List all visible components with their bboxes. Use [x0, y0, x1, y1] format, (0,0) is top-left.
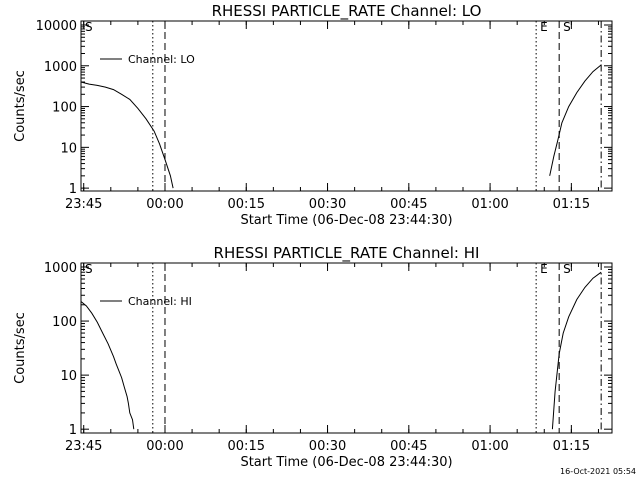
event-marker-label: S	[563, 20, 571, 34]
x-axis-label: Start Time (06-Dec-08 23:44:30)	[240, 213, 452, 228]
series-line	[80, 81, 174, 189]
event-marker-label: S	[563, 262, 571, 276]
series-line	[80, 301, 135, 430]
x-tick-label: 00:15	[228, 197, 265, 212]
y-tick-label: 1	[69, 423, 77, 438]
y-axis-label: Counts/sec	[13, 70, 28, 142]
x-tick-label: 00:30	[309, 197, 346, 212]
plot-frame	[80, 20, 613, 192]
y-tick-label: 10	[60, 369, 77, 384]
event-marker-label: S	[85, 262, 93, 276]
plot-frame	[80, 262, 613, 434]
y-tick-label: 1000	[44, 261, 77, 276]
x-tick-label: 00:45	[390, 439, 427, 454]
x-tick-label: 00:00	[146, 439, 183, 454]
y-tick-label: 1	[69, 182, 77, 197]
chart-title: RHESSI PARTICLE_RATE Channel: HI	[214, 244, 480, 263]
event-marker-label: E	[540, 20, 548, 34]
y-tick-label: 1000	[44, 60, 77, 75]
y-tick-label: 10000	[36, 19, 77, 34]
generated-timestamp: 16-Oct-2021 05:54	[560, 467, 636, 476]
y-tick-label: 10	[60, 141, 77, 156]
chart-panel-2: RHESSI PARTICLE_RATE Channel: HI 23:45 00:…	[13, 244, 613, 470]
x-tick-label: 01:00	[471, 197, 508, 212]
legend-label: Channel: LO	[128, 53, 195, 66]
x-tick-label: 00:30	[309, 439, 346, 454]
x-tick-label: 01:15	[553, 439, 590, 454]
event-marker-label: E	[540, 262, 548, 276]
y-tick-label: 100	[52, 315, 77, 330]
x-tick-label: 00:00	[146, 197, 183, 212]
series-line	[551, 271, 602, 430]
y-tick-label: 100	[52, 101, 77, 116]
x-tick-label: 01:15	[553, 197, 590, 212]
x-tick-label: 23:45	[65, 197, 102, 212]
x-tick-label: 23:45	[65, 439, 102, 454]
x-tick-label: 00:15	[228, 439, 265, 454]
x-tick-label: 01:00	[471, 439, 508, 454]
x-axis-label: Start Time (06-Dec-08 23:44:30)	[240, 455, 452, 470]
event-marker-label: S	[85, 20, 93, 34]
series-line	[549, 64, 602, 176]
chart-panel-1: RHESSI PARTICLE_RATE Channel: LO 23:45 00:…	[13, 2, 613, 228]
chart-title: RHESSI PARTICLE_RATE Channel: LO	[212, 2, 482, 21]
y-axis-label: Counts/sec	[13, 312, 28, 384]
x-tick-label: 00:45	[390, 197, 427, 212]
legend-label: Channel: HI	[128, 295, 192, 308]
